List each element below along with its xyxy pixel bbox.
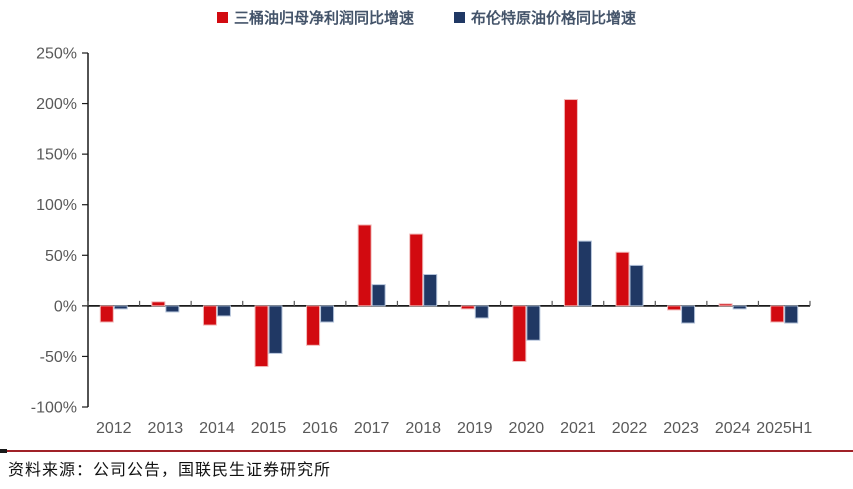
x-category-label: 2015	[251, 420, 287, 437]
y-tick-label: 0%	[54, 298, 77, 315]
footer-divider	[0, 449, 853, 453]
x-category-label: 2012	[96, 420, 132, 437]
x-category-label: 2020	[509, 420, 545, 437]
legend-label-brent: 布伦特原油价格同比增速	[471, 10, 637, 27]
x-category-label: 2019	[457, 420, 493, 437]
y-tick-label: 250%	[36, 46, 77, 63]
y-tick-label: -100%	[31, 400, 77, 417]
legend-swatch-brent-icon	[454, 12, 465, 23]
x-category-label: 2025H1	[756, 420, 812, 437]
legend-label-profit: 三桶油归母净利润同比增速	[233, 10, 414, 27]
bar-profit-2025H1	[770, 305, 785, 323]
bar-profit-2024	[718, 303, 733, 307]
legend-item-brent: 布伦特原油价格同比增速	[454, 7, 636, 28]
y-tick-label: -50%	[40, 349, 77, 366]
x-category-label: 2013	[148, 420, 184, 437]
bar-profit-2020	[512, 305, 527, 362]
x-category-label: 2016	[302, 420, 338, 437]
footer-divider-notch	[0, 449, 7, 453]
bar-profit-2022	[615, 251, 630, 307]
y-tick-label: 200%	[36, 96, 77, 113]
bar-brent-2018	[423, 274, 438, 307]
bar-brent-2023	[681, 305, 696, 324]
legend-item-profit: 三桶油归母净利润同比增速	[216, 7, 414, 28]
x-category-label: 2017	[354, 420, 390, 437]
x-category-label: 2023	[663, 420, 699, 437]
bar-profit-2015	[254, 305, 269, 368]
bar-brent-2016	[320, 305, 335, 323]
y-tick-label: 150%	[36, 147, 77, 164]
x-category-label: 2024	[715, 420, 751, 437]
y-tick-label: 50%	[45, 248, 77, 265]
bar-brent-2017	[371, 284, 386, 307]
bar-profit-2023	[667, 305, 682, 311]
bar-brent-2022	[629, 264, 644, 307]
bar-profit-2019	[460, 305, 475, 310]
bar-brent-2025H1	[784, 305, 799, 324]
bar-profit-2017	[357, 224, 372, 307]
y-tick-label: 100%	[36, 197, 77, 214]
grouped-bar-chart: 250% 200% 150% 100% 50% 0% -50% -100% 2012 2013 20…	[31, 46, 813, 438]
bar-profit-2021	[563, 99, 578, 307]
bar-profit-2016	[306, 305, 321, 346]
bar-brent-2019	[474, 305, 489, 319]
bar-profit-2012	[99, 305, 114, 323]
bar-profit-2014	[202, 305, 217, 326]
chart-legend: 三桶油归母净利润同比增速 布伦特原油价格同比增速	[0, 7, 853, 28]
legend-swatch-profit-icon	[216, 12, 228, 23]
source-note: 资料来源：公司公告，国联民生证券研究所	[8, 462, 332, 479]
x-category-label: 2018	[405, 420, 441, 437]
x-category-label: 2022	[612, 420, 648, 437]
x-category-label: 2014	[199, 420, 235, 437]
bar-brent-2021	[577, 240, 592, 307]
bar-brent-2013	[165, 305, 180, 313]
bar-brent-2020	[526, 305, 541, 341]
bar-brent-2012	[113, 305, 128, 310]
bar-brent-2014	[216, 305, 231, 317]
bar-profit-2013	[151, 301, 166, 307]
bar-brent-2015	[268, 305, 283, 354]
bar-profit-2018	[409, 233, 424, 307]
x-category-label: 2021	[560, 420, 596, 437]
bar-brent-2024	[732, 305, 747, 310]
